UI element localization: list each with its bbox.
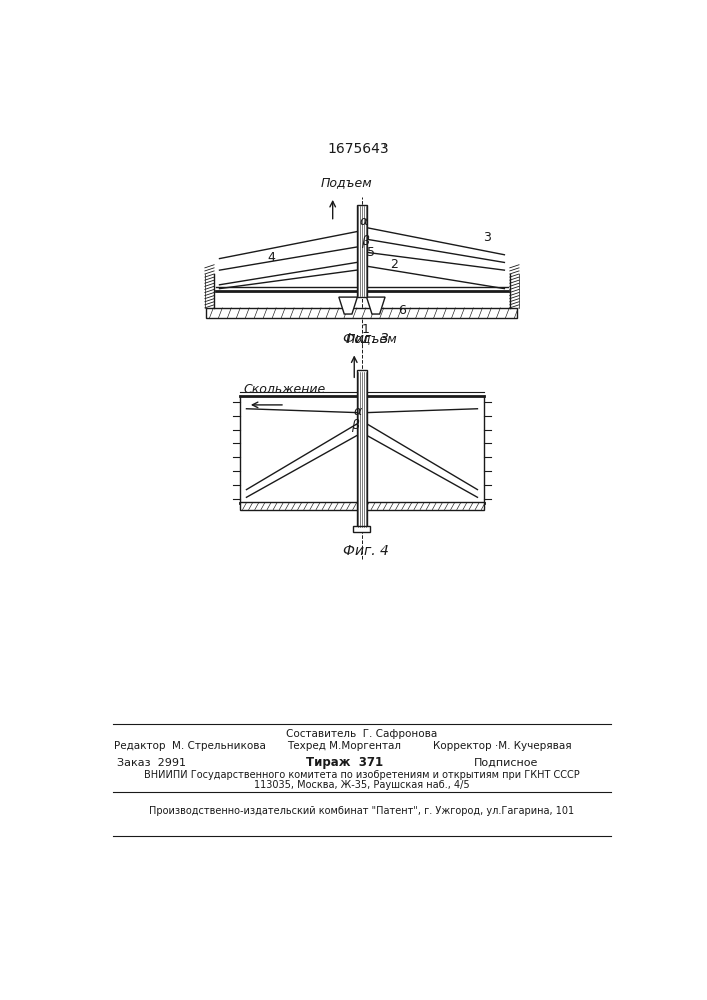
Text: $\alpha$: $\alpha$ xyxy=(353,405,363,418)
Text: 2: 2 xyxy=(390,258,398,271)
Text: Тираж  371: Тираж 371 xyxy=(305,756,382,769)
Text: $\beta$: $\beta$ xyxy=(351,417,361,434)
Text: $\alpha$: $\alpha$ xyxy=(359,215,369,228)
Polygon shape xyxy=(339,297,357,314)
Text: Скольжение: Скольжение xyxy=(244,383,326,396)
Text: Подъем: Подъем xyxy=(321,176,373,189)
Text: Редактор  М. Стрельникова: Редактор М. Стрельникова xyxy=(115,741,266,751)
Text: Фиг. 4: Фиг. 4 xyxy=(343,544,389,558)
Text: 4: 4 xyxy=(267,251,275,264)
Text: Производственно-издательский комбинат "Патент", г. Ужгород, ул.Гагарина, 101: Производственно-издательский комбинат "П… xyxy=(149,806,575,816)
Text: 113035, Москва, Ж-35, Раушская наб., 4/5: 113035, Москва, Ж-35, Раушская наб., 4/5 xyxy=(254,780,469,790)
Text: Составитель  Г. Сафронова: Составитель Г. Сафронова xyxy=(286,729,438,739)
Text: $\beta$: $\beta$ xyxy=(361,233,370,250)
Text: Заказ  2991: Заказ 2991 xyxy=(117,758,186,768)
Text: 5: 5 xyxy=(367,246,375,259)
Polygon shape xyxy=(366,297,385,314)
Text: Техред М.Моргентал: Техред М.Моргентал xyxy=(287,741,402,751)
Text: 3: 3 xyxy=(483,231,491,244)
Text: Подъем: Подъем xyxy=(346,332,397,345)
Text: Корректор ·М. Кучерявая: Корректор ·М. Кучерявая xyxy=(433,741,571,751)
Text: ВНИИПИ Государственного комитета по изобретениям и открытиям при ГКНТ СССР: ВНИИПИ Государственного комитета по изоб… xyxy=(144,770,580,780)
Bar xyxy=(206,308,518,318)
Bar xyxy=(356,370,368,528)
Bar xyxy=(240,502,484,510)
Text: 6: 6 xyxy=(398,304,406,317)
Bar xyxy=(354,526,370,532)
Bar xyxy=(356,205,368,297)
Text: 1: 1 xyxy=(362,323,370,336)
Text: ': ' xyxy=(383,142,387,156)
Text: Фиг. 3: Фиг. 3 xyxy=(343,332,389,346)
Text: 1675643: 1675643 xyxy=(327,142,389,156)
Text: Подписное: Подписное xyxy=(474,758,538,768)
